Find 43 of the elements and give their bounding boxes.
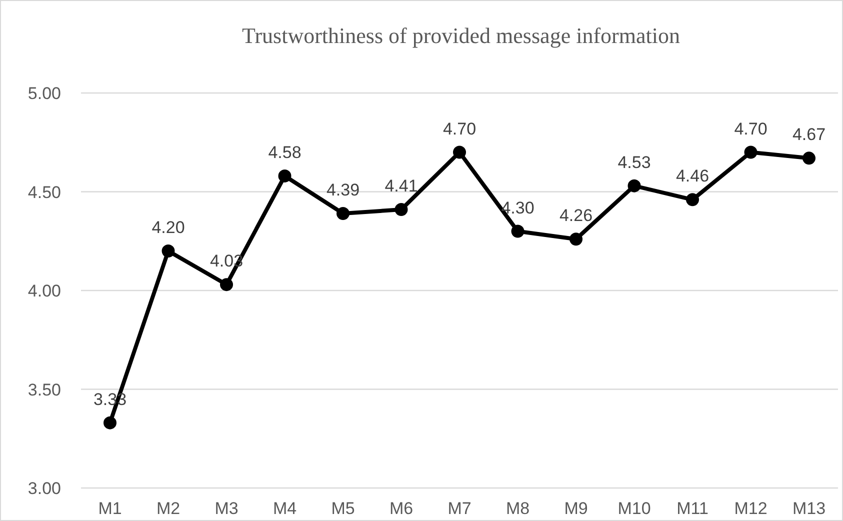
point bbox=[220, 278, 233, 292]
y-tick-label: 5.00 bbox=[28, 84, 61, 104]
point bbox=[511, 224, 524, 238]
x-tick-label: M5 bbox=[331, 499, 355, 518]
x-tick-label: M6 bbox=[389, 499, 414, 518]
point bbox=[686, 193, 699, 206]
point bbox=[278, 169, 292, 182]
x-tick-label: M11 bbox=[676, 499, 708, 518]
text: 4.70 bbox=[442, 119, 476, 138]
text: 4.70 bbox=[734, 119, 768, 138]
x-tick-label: M2 bbox=[156, 499, 180, 518]
y-tick-label: 3.00 bbox=[28, 479, 61, 498]
point bbox=[336, 206, 350, 220]
text: 4.67 bbox=[792, 125, 826, 144]
point bbox=[394, 203, 408, 216]
x-tick-label: M13 bbox=[792, 499, 826, 518]
text: 4.30 bbox=[501, 198, 534, 218]
text: 4.26 bbox=[559, 206, 593, 226]
x-tick-label: M1 bbox=[98, 499, 122, 518]
x-tick-label: M9 bbox=[564, 499, 588, 518]
x-tick-label: M12 bbox=[734, 499, 768, 518]
point bbox=[628, 179, 641, 192]
point bbox=[802, 152, 816, 165]
y-tick-label: 4.00 bbox=[28, 282, 61, 301]
point bbox=[453, 146, 466, 159]
point bbox=[570, 232, 582, 246]
point bbox=[162, 244, 175, 258]
text: 4.41 bbox=[384, 176, 418, 196]
chart-title: Trustworthiness of provided message information bbox=[241, 23, 681, 49]
text: 4.46 bbox=[676, 166, 710, 186]
point bbox=[104, 416, 116, 430]
text: 4.20 bbox=[152, 218, 185, 237]
text: 4.53 bbox=[618, 152, 651, 172]
x-tick-label: M10 bbox=[618, 499, 651, 518]
x-tick-label: M8 bbox=[506, 499, 530, 518]
y-tick-label: 4.50 bbox=[28, 182, 61, 202]
x-tick-label: M4 bbox=[272, 499, 297, 518]
point bbox=[744, 146, 758, 159]
x-tick-label: M3 bbox=[214, 499, 238, 518]
text: 4.39 bbox=[326, 180, 360, 200]
y-tick-label: 3.50 bbox=[28, 380, 61, 400]
text: 4.58 bbox=[268, 142, 302, 162]
x-tick-label: M7 bbox=[448, 499, 472, 518]
